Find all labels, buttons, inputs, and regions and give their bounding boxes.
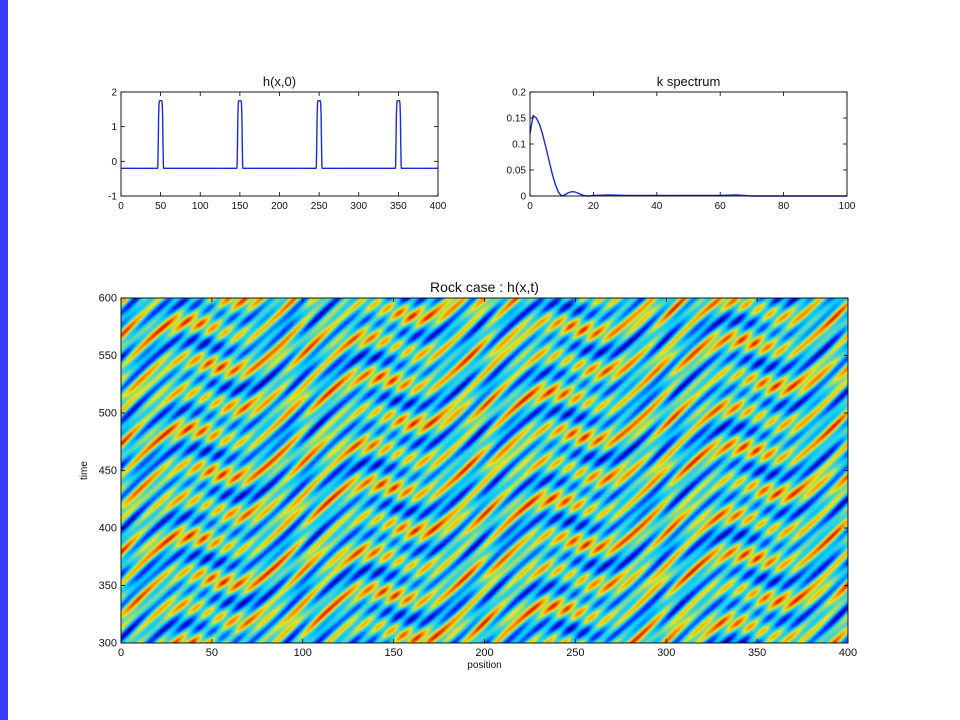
x-axis-label: position [467, 660, 501, 671]
chart-title: h(x,0) [263, 74, 296, 89]
x-tick-label: 350 [748, 647, 766, 659]
y-tick-label: 0.15 [507, 114, 527, 125]
x-tick-label: 100 [294, 647, 312, 659]
x-tick-label: 250 [311, 201, 328, 212]
x-tick-label: 350 [390, 201, 407, 212]
y-tick-label: 0.2 [512, 88, 526, 99]
series-line [529, 114, 847, 197]
rock-case-axes: 0 50 100 150 200 250 300 350 400 300 350 400 450 500 5… [79, 279, 857, 671]
y-tick-label: 500 [99, 408, 117, 420]
y-tick-label: 0 [111, 157, 117, 168]
slide-accent-bar [0, 0, 8, 720]
y-tick-label: -1 [108, 192, 117, 203]
y-tick-label: 550 [99, 350, 117, 362]
x-tick-label: 50 [206, 647, 218, 659]
y-tick-label: 450 [99, 465, 117, 477]
y-tick-label: 600 [99, 293, 117, 305]
heatmap-canvas [121, 298, 848, 643]
x-tick-label: 50 [155, 201, 167, 212]
heatmap-image [121, 298, 848, 643]
x-tick-label: 0 [118, 201, 124, 212]
x-tick-label: 150 [232, 201, 249, 212]
x-tick-label: 100 [192, 201, 209, 212]
x-tick-label: 400 [839, 647, 857, 659]
k-spectrum-axes: 0 20 40 60 80 100 0 0.05 0.1 0.15 0.2 k spectrum [507, 74, 856, 212]
x-tick-label: 300 [350, 201, 367, 212]
series-line [121, 99, 438, 169]
y-tick-label: 1 [111, 122, 117, 133]
x-tick-label: 100 [839, 201, 856, 212]
chart-title: Rock case : h(x,t) [430, 279, 539, 295]
x-tick-label: 80 [778, 201, 790, 212]
plot-frame [120, 297, 849, 644]
x-tick-label: 150 [384, 647, 402, 659]
chart-title: k spectrum [657, 74, 721, 89]
y-tick-label: 400 [99, 523, 117, 535]
x-tick-label: 400 [430, 201, 447, 212]
y-tick-label: 0.05 [507, 166, 527, 177]
y-axis-label: time [79, 461, 90, 480]
x-tick-label: 300 [657, 647, 675, 659]
y-tick-label: 0 [520, 192, 526, 203]
x-tick-label: 20 [588, 201, 600, 212]
plot-frame [529, 91, 848, 197]
x-tick-label: 200 [475, 647, 493, 659]
x-tick-label: 250 [566, 647, 584, 659]
x-tick-label: 40 [651, 201, 663, 212]
y-tick-label: 350 [99, 580, 117, 592]
y-tick-label: 300 [99, 638, 117, 650]
y-tick-label: 2 [111, 88, 117, 99]
y-tick-label: 0.1 [512, 140, 526, 151]
x-tick-label: 60 [715, 201, 727, 212]
plot-frame [120, 91, 439, 197]
x-tick-label: 0 [527, 201, 533, 212]
x-tick-label: 0 [118, 647, 124, 659]
x-tick-label: 200 [271, 201, 288, 212]
